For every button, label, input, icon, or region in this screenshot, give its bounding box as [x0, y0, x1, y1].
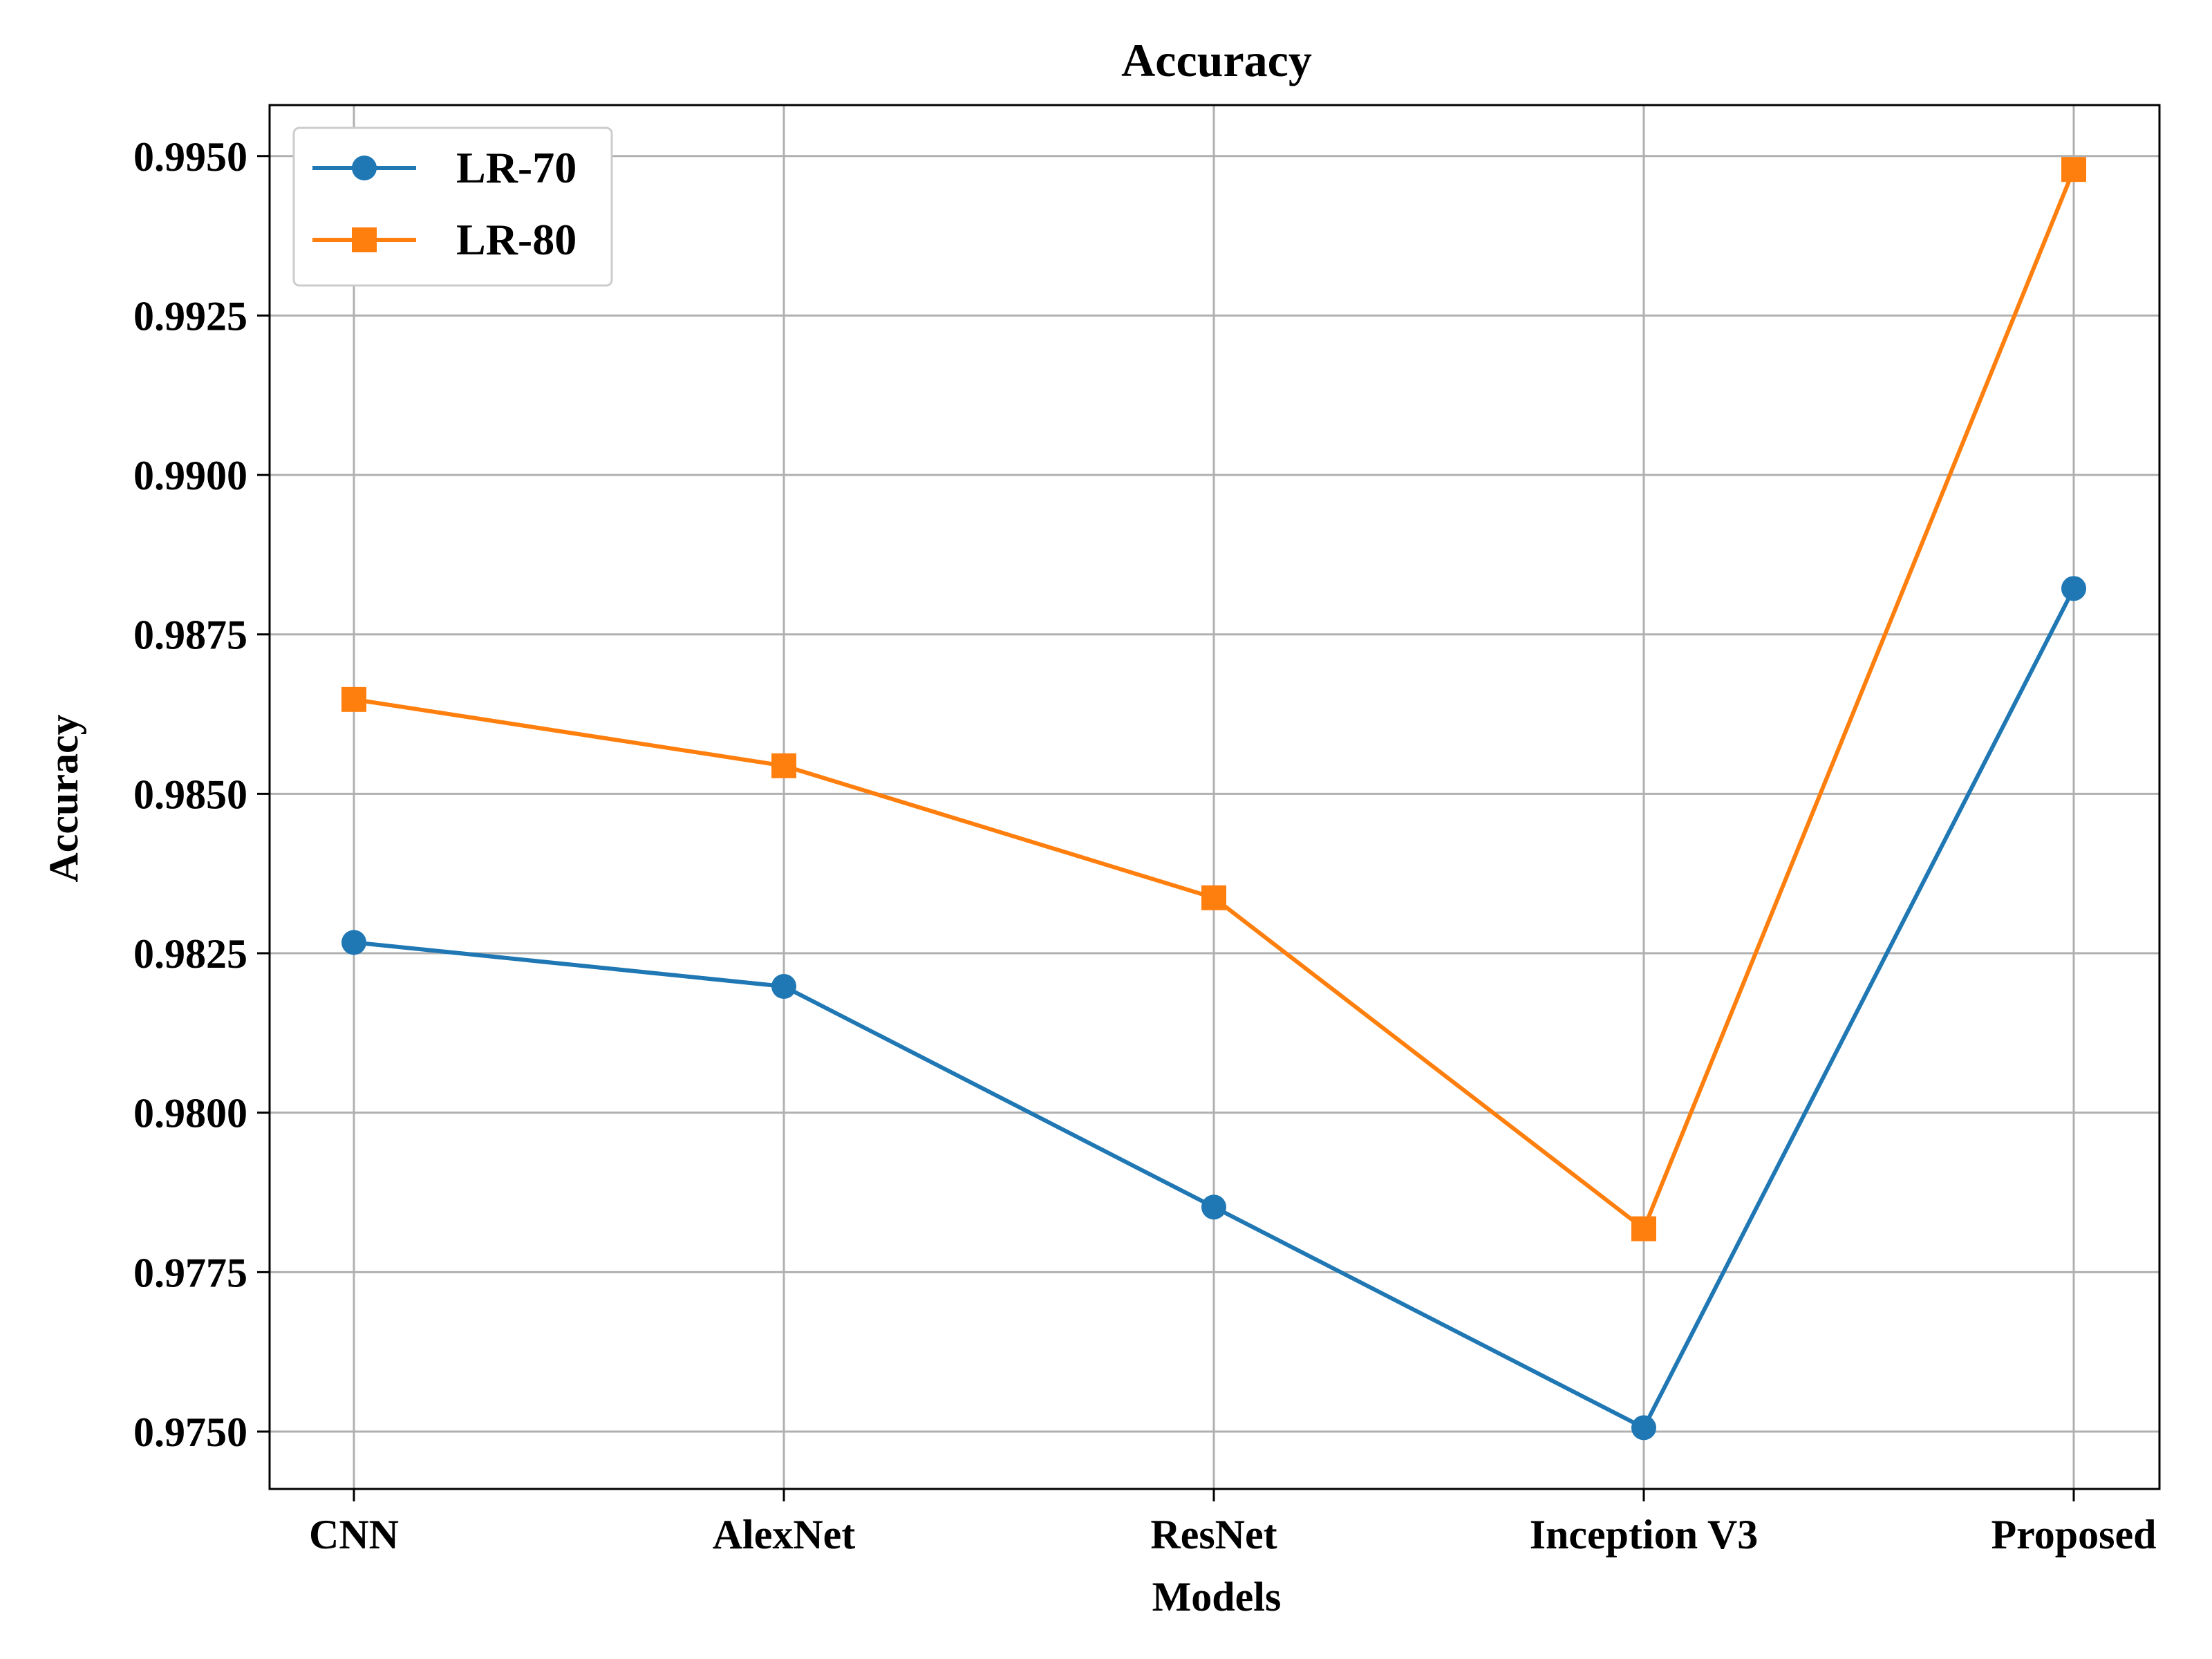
x-tick-label: Proposed [1991, 1512, 2157, 1557]
data-point-lr-80 [1631, 1216, 1656, 1241]
series-lr-80 [341, 157, 2086, 1241]
y-tick-label: 0.9750 [133, 1409, 247, 1455]
legend: LR-70 LR-80 [292, 126, 613, 287]
y-tick-label: 0.9800 [133, 1091, 247, 1136]
legend-entry-lr-70: LR-70 [312, 143, 577, 192]
y-tick-label: 0.9775 [133, 1250, 247, 1295]
data-point-lr-80 [1201, 885, 1226, 910]
y-tick-label: 0.9950 [133, 134, 247, 180]
y-tick-label: 0.9850 [133, 771, 247, 817]
x-tick-label: CNN [309, 1512, 399, 1557]
data-point-lr-80 [771, 753, 796, 778]
y-tick-label: 0.9875 [133, 612, 247, 658]
legend-label-lr-80: LR-80 [456, 215, 577, 264]
series-lr-70 [341, 576, 2086, 1441]
data-point-lr-70 [2061, 576, 2086, 601]
legend-marker-lr-80 [352, 227, 377, 252]
grid-lines [270, 105, 2159, 1489]
x-tick-label: Inception V3 [1530, 1512, 1759, 1557]
axis-ticks: CNN AlexNet ResNet Inception V3 Proposed 0.97… [133, 134, 2156, 1557]
y-tick-label: 0.9925 [133, 293, 247, 339]
data-point-lr-70 [771, 974, 796, 1000]
y-axis-label: Accuracy [41, 714, 86, 882]
x-tick-label: AlexNet [713, 1512, 856, 1557]
legend-entry-lr-80: LR-80 [312, 215, 577, 264]
data-point-lr-80 [2061, 157, 2086, 182]
data-point-lr-70 [1631, 1415, 1656, 1441]
data-point-lr-80 [341, 686, 366, 712]
data-point-lr-70 [1201, 1194, 1226, 1220]
data-point-lr-70 [341, 930, 366, 955]
chart-title: Accuracy [1121, 34, 1312, 86]
x-axis-label: Models [1152, 1574, 1282, 1620]
y-tick-label: 0.9825 [133, 931, 247, 977]
y-tick-label: 0.9900 [133, 453, 247, 498]
series-layer [341, 157, 2086, 1441]
legend-label-lr-70: LR-70 [456, 143, 577, 192]
legend-marker-lr-70 [352, 156, 377, 180]
x-tick-label: ResNet [1150, 1512, 1277, 1557]
